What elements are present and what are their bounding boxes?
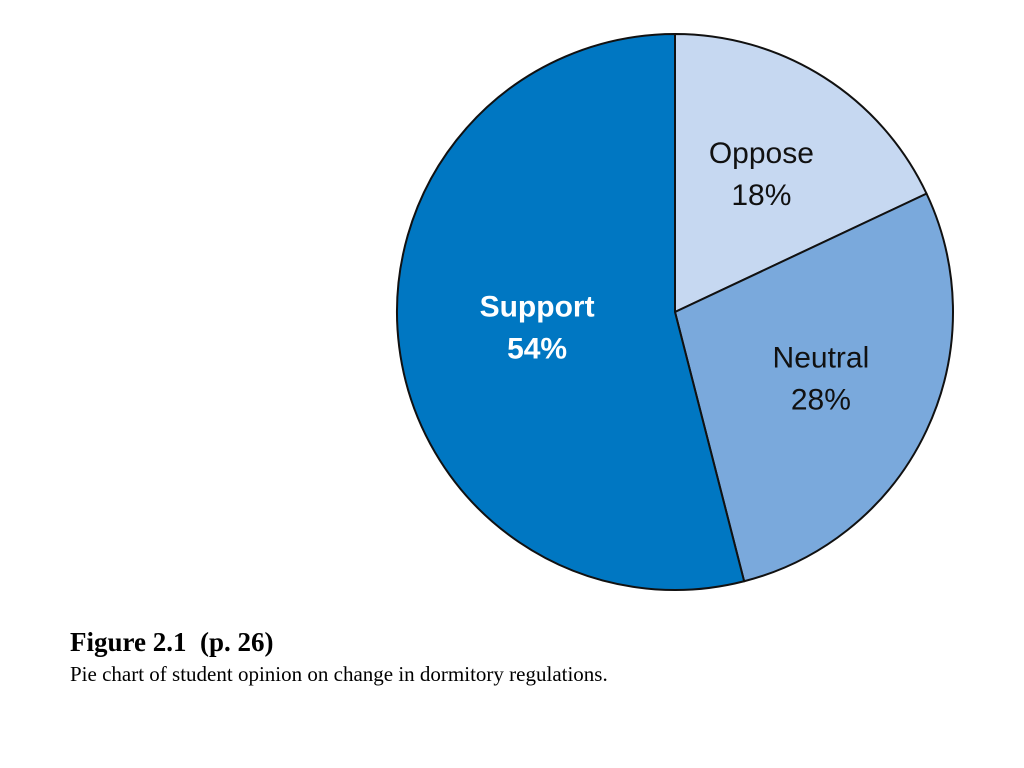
pie-chart: Oppose 18% Neutral 28% Support 54% xyxy=(396,33,954,591)
figure-title: Figure 2.1 (p. 26) xyxy=(70,627,274,657)
pie-slice-support xyxy=(396,33,746,591)
pie-slices xyxy=(396,33,954,591)
pie-labels: Oppose 18% Neutral 28% Support 54% xyxy=(480,137,870,417)
slice-label-neutral: Neutral xyxy=(773,342,870,375)
slice-label-support: Support xyxy=(480,290,595,323)
slice-value-support: 54% xyxy=(507,332,567,365)
pie-slice-oppose xyxy=(674,33,928,313)
pie-slice-neutral xyxy=(674,192,954,583)
figure-caption: Figure 2.1 (p. 26) Pie chart of student … xyxy=(70,624,970,688)
slice-label-oppose: Oppose xyxy=(709,137,814,170)
slice-value-neutral: 28% xyxy=(791,384,851,417)
slice-value-oppose: 18% xyxy=(731,179,791,212)
figure-description: Pie chart of student opinion on change i… xyxy=(70,662,608,686)
